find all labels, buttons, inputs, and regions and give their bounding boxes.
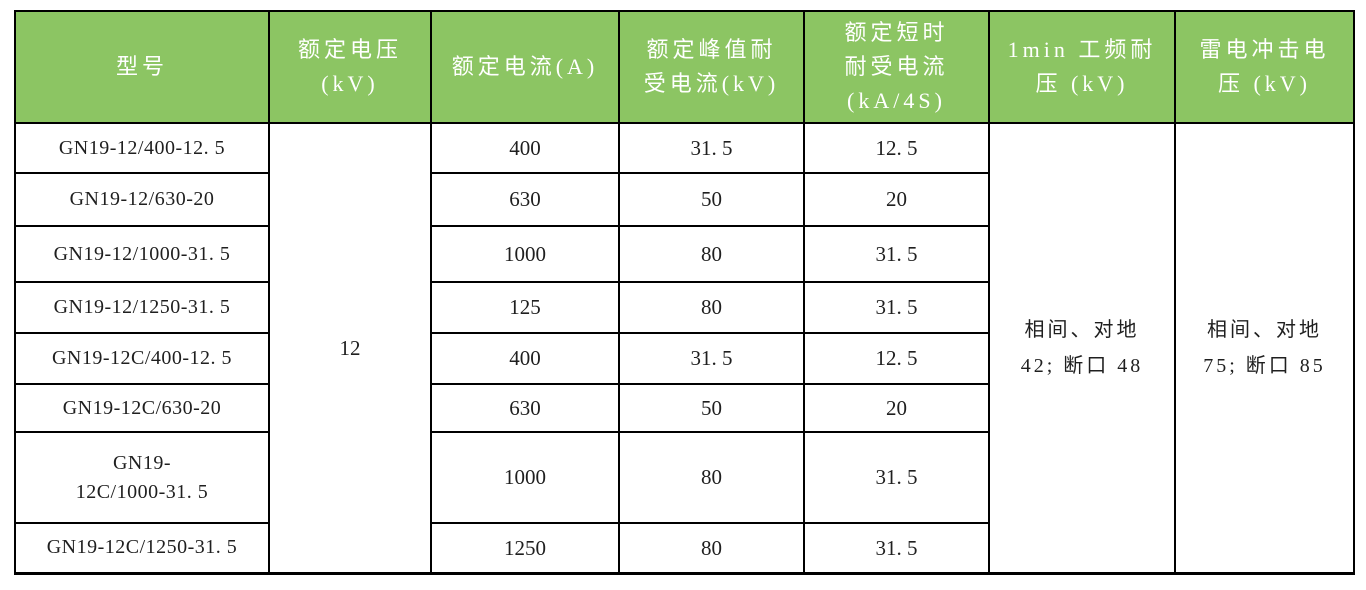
model-cell: GN19-12/630-20 [14, 172, 270, 227]
table-row: GN19-12/1250-31. 5 125 80 31. 5 [14, 281, 1354, 334]
short-time-current-cell: 31. 5 [803, 225, 990, 283]
header-short-time-withstand-current: 额定短时 耐受电流 (kA/4S) [803, 10, 990, 124]
rated-voltage-cell: 12 [268, 122, 432, 574]
peak-current-cell: 80 [618, 522, 805, 574]
peak-current-cell: 31. 5 [618, 332, 805, 385]
short-time-current-cell: 31. 5 [803, 281, 990, 334]
short-time-current-cell: 20 [803, 172, 990, 227]
current-cell: 630 [430, 172, 620, 227]
peak-current-cell: 80 [618, 281, 805, 334]
table-body: GN19-12/400-12. 5 12 400 31. 5 12. 5 相间、… [14, 122, 1355, 574]
header-lightning-impulse: 雷电冲击电 压 (kV) [1174, 10, 1355, 124]
table-row: GN19-12C/400-12. 5 400 31. 5 12. 5 [14, 332, 1354, 385]
current-cell: 1000 [430, 431, 620, 524]
header-row: 型号 额定电压 (kV) 额定电流(A) 额定峰值耐 受电流(kV) 额定短时 … [14, 10, 1355, 124]
model-cell: GN19- 12C/1000-31. 5 [14, 431, 270, 524]
lightning-impulse-cell: 相间、对地 75; 断口 85 [1174, 122, 1355, 574]
peak-current-cell: 80 [618, 225, 805, 283]
short-time-current-cell: 31. 5 [803, 522, 990, 574]
peak-current-cell: 50 [618, 383, 805, 433]
power-frequency-cell: 相间、对地 42; 断口 48 [988, 122, 1176, 574]
model-cell: GN19-12/1250-31. 5 [14, 281, 270, 334]
model-cell: GN19-12C/400-12. 5 [14, 332, 270, 385]
short-time-current-cell: 31. 5 [803, 431, 990, 524]
current-cell: 400 [430, 122, 620, 174]
table-row: GN19-12/1000-31. 5 1000 80 31. 5 [14, 225, 1354, 283]
short-time-current-cell: 12. 5 [803, 122, 990, 174]
table-row: GN19-12/400-12. 5 12 400 31. 5 12. 5 相间、… [14, 122, 1355, 574]
header-power-frequency-withstand: 1min 工频耐 压 (kV) [988, 10, 1176, 124]
current-cell: 1000 [430, 225, 620, 283]
current-cell: 400 [430, 332, 620, 385]
model-cell: GN19-12/400-12. 5 [14, 122, 270, 174]
table-row: GN19-12C/630-20 630 50 20 [14, 383, 1354, 433]
current-cell: 125 [430, 281, 620, 334]
header-rated-current: 额定电流(A) [430, 10, 620, 124]
table-row: GN19-12C/1250-31. 5 1250 80 31. 5 [14, 522, 1354, 574]
short-time-current-cell: 20 [803, 383, 990, 433]
spec-table: 型号 额定电压 (kV) 额定电流(A) 额定峰值耐 受电流(kV) 额定短时 … [14, 10, 1355, 575]
current-cell: 1250 [430, 522, 620, 574]
model-cell: GN19-12/1000-31. 5 [14, 225, 270, 283]
spec-table-container: 型号 额定电压 (kV) 额定电流(A) 额定峰值耐 受电流(kV) 额定短时 … [14, 10, 1355, 575]
table-row: GN19- 12C/1000-31. 5 1000 80 31. 5 [14, 431, 1354, 524]
header-peak-withstand-current: 额定峰值耐 受电流(kV) [618, 10, 805, 124]
table-row: GN19-12/630-20 630 50 20 [14, 172, 1354, 227]
model-cell: GN19-12C/1250-31. 5 [14, 522, 270, 574]
model-cell: GN19-12C/630-20 [14, 383, 270, 433]
peak-current-cell: 80 [618, 431, 805, 524]
header-rated-voltage: 额定电压 (kV) [268, 10, 432, 124]
header-model: 型号 [14, 10, 270, 124]
current-cell: 630 [430, 383, 620, 433]
peak-current-cell: 31. 5 [618, 122, 805, 174]
short-time-current-cell: 12. 5 [803, 332, 990, 385]
peak-current-cell: 50 [618, 172, 805, 227]
table-header: 型号 额定电压 (kV) 额定电流(A) 额定峰值耐 受电流(kV) 额定短时 … [14, 10, 1355, 124]
